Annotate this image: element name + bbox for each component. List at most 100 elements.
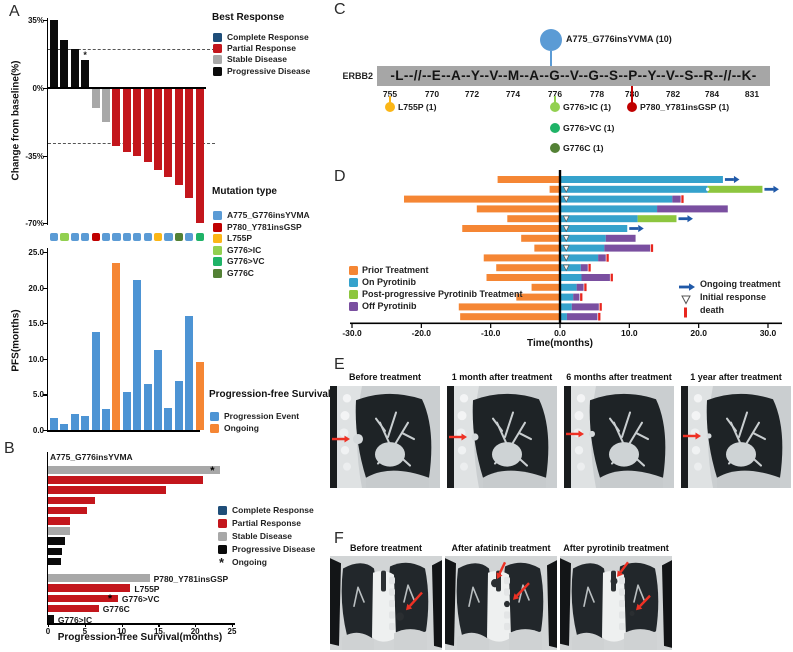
death-marker	[606, 254, 609, 262]
b-group-label: A775_G776insYVMA	[50, 452, 133, 462]
b-bar	[48, 476, 203, 484]
waterfall-bar	[60, 40, 69, 87]
mutation-strip-square	[164, 233, 173, 242]
ct-scan-image	[564, 386, 674, 488]
b-tick-mark	[84, 623, 86, 627]
b-ongoing-marker: *	[107, 593, 113, 606]
swimmer-on-bar	[560, 205, 658, 213]
mutation-stem	[554, 96, 556, 103]
swimmer-on-bar	[560, 185, 708, 193]
swimmer-on-bar	[560, 283, 577, 291]
legend-swatch	[218, 545, 227, 554]
swimmer-prior-bar	[404, 195, 560, 203]
waterfall-bar	[164, 89, 173, 178]
swimmer-on-bar	[560, 313, 567, 321]
pfs-bar	[50, 417, 58, 430]
swimmer-tick	[559, 324, 561, 328]
legend-swatch	[213, 44, 222, 54]
scan-title: 6 months after treatment	[566, 372, 672, 382]
mutation-dot	[550, 122, 560, 133]
mutation-strip-square	[70, 233, 79, 242]
waterfall-bar	[143, 89, 152, 162]
pfs-bar	[81, 416, 90, 430]
swimmer-prior-bar	[549, 185, 560, 193]
swimmer-off-bar	[604, 244, 651, 252]
mutation-strip-square	[133, 233, 142, 242]
mutation-stem	[389, 96, 391, 103]
death-marker	[650, 244, 654, 252]
waterfall-tick-label: 35%	[27, 16, 44, 25]
legend-label: Prior Treatment	[362, 265, 429, 275]
b-bar	[48, 547, 62, 556]
legend-label: G776>VC	[227, 256, 265, 266]
swimmer-x-axis	[350, 322, 782, 325]
swimmer-prior-bar	[460, 313, 560, 321]
pfs-tick-label: 20.0	[28, 283, 44, 293]
mutation-strip-square	[143, 233, 152, 242]
death-marker	[598, 312, 601, 321]
pfs-bar	[60, 424, 69, 430]
waterfall-tick-mark	[43, 155, 47, 158]
mutation-strip-square	[60, 233, 69, 242]
pfs-tick-label: 10.0	[28, 354, 44, 364]
residue-position-label: 778	[589, 89, 605, 99]
ongoing-arrow-head	[687, 215, 693, 223]
pfs-bar	[70, 413, 79, 430]
residue-position-label: 755	[382, 89, 398, 99]
swimmer-on-bar	[560, 225, 628, 232]
pfs-by-mutation-chart: 0 5 10 15 20 25 A775_G776insYVMA * P780_Y781insG…	[0, 0, 330, 636]
death-marker	[580, 293, 583, 301]
ongoing-arrow-head	[773, 185, 779, 193]
swimmer-tick	[420, 324, 422, 328]
mutation-strip-square	[102, 233, 111, 242]
legend-ongoing-marker: *	[219, 555, 225, 570]
swimmer-off-bar	[657, 205, 728, 213]
mutation-type-strip	[0, 0, 330, 250]
ct-scan-image	[330, 386, 440, 488]
swimmer-tick-label: 0.0	[554, 328, 566, 338]
legend-swatch	[213, 234, 222, 243]
legend-swatch	[213, 211, 222, 220]
swimmer-off-bar	[598, 254, 606, 262]
protein-sequence-bar: -L--//--E--A--Y--V--M--A--G--V--G--S--P-…	[377, 66, 770, 86]
swimmer-prior-bar	[496, 264, 560, 272]
legend-label: Stable Disease	[227, 54, 288, 65]
b-bar	[48, 496, 96, 505]
waterfall-y-axis	[46, 18, 48, 225]
swimmer-tick-label: 20.0	[690, 328, 707, 338]
legend-swatch	[349, 290, 358, 299]
mutation-dot	[550, 143, 560, 153]
pfs-legend-title: Progression-free Survival	[209, 389, 331, 400]
swimmer-post-bar	[637, 215, 677, 223]
swimmer-tick	[628, 324, 630, 328]
b-bar	[48, 537, 65, 545]
b-tick-mark	[121, 623, 123, 627]
b-bar	[48, 527, 71, 535]
initial-response-marker	[562, 225, 570, 233]
b-bar	[48, 574, 150, 582]
swimmer-on-bar	[560, 254, 599, 262]
swimmer-on-bar	[560, 264, 581, 272]
b-bar	[48, 594, 118, 603]
legend-label: Complete Response	[232, 505, 314, 515]
swimmer-on-bar	[560, 244, 605, 252]
residue-position-label: 774	[505, 89, 521, 99]
ct-scan-image	[330, 556, 442, 650]
mutation-dot	[385, 102, 395, 112]
panel-a-label: A	[9, 3, 20, 20]
swimmer-off-bar	[581, 274, 610, 281]
swimmer-prior-bar	[497, 176, 560, 183]
swimmer-prior-bar	[534, 244, 560, 252]
legend-label: Post-progressive Pyrotinib Treatment	[362, 289, 523, 299]
legend-swatch	[210, 424, 219, 433]
scan-title: Before treatment	[348, 372, 422, 382]
legend-label: Progression Event	[224, 411, 300, 421]
ct-scan-svg	[445, 556, 557, 650]
legend-label: L755P	[227, 233, 253, 243]
ongoing-arrow-head	[638, 224, 644, 233]
pfs-bar	[174, 380, 183, 430]
legend-label: Ongoing treatment	[700, 279, 781, 289]
residue-position-label: 770	[424, 89, 440, 99]
panel-b-label: B	[4, 440, 15, 457]
b-tick-label: 5	[82, 627, 88, 636]
